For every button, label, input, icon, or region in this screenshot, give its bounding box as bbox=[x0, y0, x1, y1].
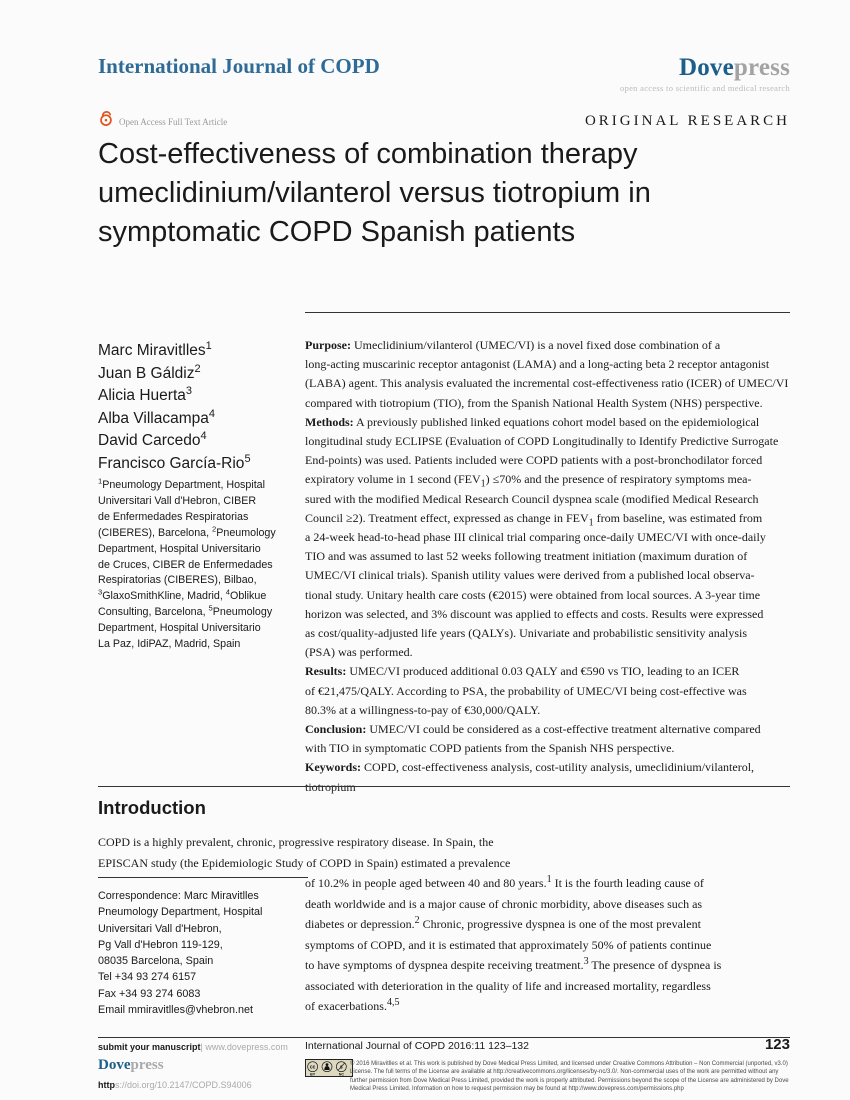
svg-text:BY: BY bbox=[310, 1073, 316, 1077]
svg-text:cc: cc bbox=[310, 1065, 316, 1071]
svg-text:NC: NC bbox=[339, 1073, 345, 1077]
